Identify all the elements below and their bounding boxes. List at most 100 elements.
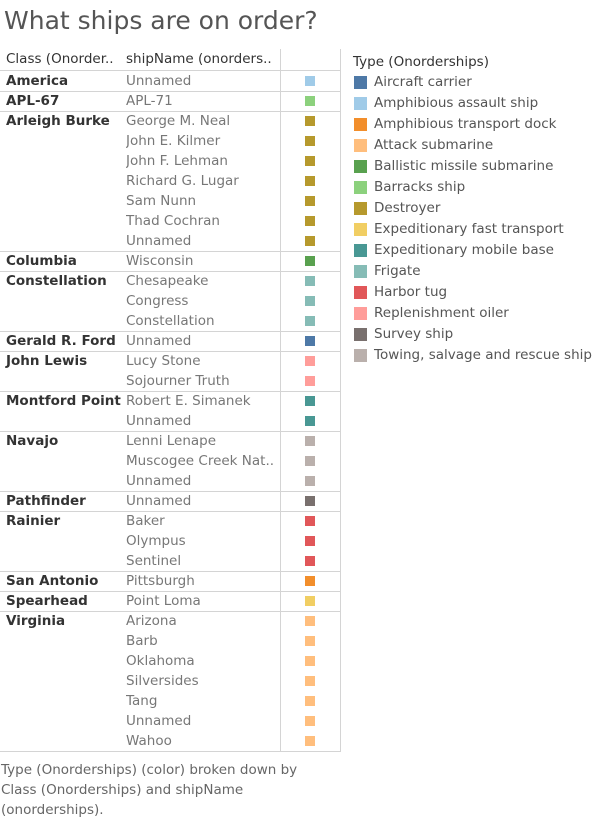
type-color-mark[interactable] [305,136,315,146]
type-color-mark[interactable] [305,556,315,566]
ship-name-label[interactable]: Point Loma [126,593,201,609]
legend-item[interactable]: Destroyer [353,198,606,219]
type-color-mark[interactable] [305,676,315,686]
type-color-mark[interactable] [305,96,315,106]
type-color-mark[interactable] [305,596,315,606]
type-color-mark[interactable] [305,196,315,206]
ship-name-label[interactable]: Pittsburgh [126,573,195,589]
ship-name-label[interactable]: John F. Lehman [126,153,228,169]
ship-name-label[interactable]: Unnamed [126,73,192,89]
type-color-mark[interactable] [305,256,315,266]
type-color-mark[interactable] [305,76,315,86]
ship-name-label[interactable]: John E. Kilmer [126,133,221,149]
class-label[interactable]: Navajo [6,433,59,449]
type-color-mark[interactable] [305,576,315,586]
type-color-mark[interactable] [305,336,315,346]
legend-item[interactable]: Replenishment oiler [353,303,606,324]
type-color-mark[interactable] [305,476,315,486]
class-column-header[interactable]: Class (Onorder.. [6,51,114,67]
class-label[interactable]: John Lewis [6,353,88,369]
ship-name-label[interactable]: Unnamed [126,493,192,509]
ship-name-label[interactable]: Lucy Stone [126,353,201,369]
type-color-mark[interactable] [305,176,315,186]
ship-name-label[interactable]: George M. Neal [126,113,231,129]
type-legend: Type (Onorderships) Aircraft carrier Amph… [353,52,606,366]
legend-item[interactable]: Survey ship [353,324,606,345]
legend-item[interactable]: Amphibious assault ship [353,93,606,114]
type-color-mark[interactable] [305,216,315,226]
ship-name-label[interactable]: Muscogee Creek Nat.. [126,453,275,469]
legend-item[interactable]: Aircraft carrier [353,72,606,93]
class-label[interactable]: Gerald R. Ford [6,333,116,349]
type-color-mark[interactable] [305,456,315,466]
ship-name-label[interactable]: Wahoo [126,733,172,749]
ship-name-label[interactable]: Sam Nunn [126,193,197,209]
legend-item[interactable]: Ballistic missile submarine [353,156,606,177]
type-color-mark[interactable] [305,656,315,666]
legend-item[interactable]: Barracks ship [353,177,606,198]
ship-name-label[interactable]: Robert E. Simanek [126,393,251,409]
type-color-mark[interactable] [305,496,315,506]
type-color-mark[interactable] [305,636,315,646]
ship-name-label[interactable]: Richard G. Lugar [126,173,239,189]
class-label[interactable]: Pathfinder [6,493,86,509]
legend-item[interactable]: Expeditionary fast transport [353,219,606,240]
ship-name-label[interactable]: Tang [126,693,158,709]
type-color-mark[interactable] [305,316,315,326]
legend-item[interactable]: Attack submarine [353,135,606,156]
legend-item[interactable]: Towing, salvage and rescue ship [353,345,606,366]
ship-name-label[interactable]: Arizona [126,613,177,629]
legend-label: Amphibious transport dock [374,116,557,132]
ship-name-label[interactable]: Congress [126,293,189,309]
ship-name-label[interactable]: Oklahoma [126,653,195,669]
ship-name-label[interactable]: Unnamed [126,333,192,349]
type-color-mark[interactable] [305,536,315,546]
type-color-mark[interactable] [305,156,315,166]
ship-name-label[interactable]: Chesapeake [126,273,209,289]
ship-name-label[interactable]: Lenni Lenape [126,433,217,449]
class-label[interactable]: Virginia [6,613,66,629]
type-color-mark[interactable] [305,376,315,386]
type-color-mark[interactable] [305,736,315,746]
ship-name-label[interactable]: Sentinel [126,553,182,569]
legend-item[interactable]: Frigate [353,261,606,282]
legend-item[interactable]: Amphibious transport dock [353,114,606,135]
ship-name-label[interactable]: Barb [126,633,158,649]
type-color-mark[interactable] [305,696,315,706]
class-label[interactable]: Constellation [6,273,107,289]
class-label[interactable]: Columbia [6,253,77,269]
ship-name-label[interactable]: Unnamed [126,413,192,429]
class-label[interactable]: America [6,73,69,89]
ship-name-label[interactable]: Constellation [126,313,215,329]
type-color-mark[interactable] [305,396,315,406]
type-color-mark[interactable] [305,296,315,306]
class-label[interactable]: Spearhead [6,593,88,609]
type-color-mark[interactable] [305,356,315,366]
legend-item[interactable]: Harbor tug [353,282,606,303]
type-color-mark[interactable] [305,416,315,426]
class-label[interactable]: San Antonio [6,573,99,589]
ship-name-label[interactable]: Baker [126,513,165,529]
type-color-mark[interactable] [305,716,315,726]
type-color-mark[interactable] [305,116,315,126]
ship-name-label[interactable]: Unnamed [126,713,192,729]
legend-item[interactable]: Expeditionary mobile base [353,240,606,261]
class-label[interactable]: Arleigh Burke [6,113,110,129]
class-label[interactable]: Montford Point [6,393,121,409]
type-color-mark[interactable] [305,516,315,526]
ship-name-label[interactable]: Wisconsin [126,253,194,269]
type-color-mark[interactable] [305,436,315,446]
ship-name-label[interactable]: Unnamed [126,233,192,249]
class-label[interactable]: APL-67 [6,93,60,109]
ship-name-label[interactable]: APL-71 [126,93,173,109]
ship-name-label[interactable]: Sojourner Truth [126,373,230,389]
ship-name-label[interactable]: Silversides [126,673,199,689]
type-color-mark[interactable] [305,236,315,246]
ship-name-label[interactable]: Unnamed [126,473,192,489]
ship-column-header[interactable]: shipName (onorders.. [126,51,272,67]
class-label[interactable]: Rainier [6,513,61,529]
type-color-mark[interactable] [305,276,315,286]
ship-name-label[interactable]: Thad Cochran [126,213,220,229]
ship-name-label[interactable]: Olympus [126,533,186,549]
type-color-mark[interactable] [305,616,315,626]
